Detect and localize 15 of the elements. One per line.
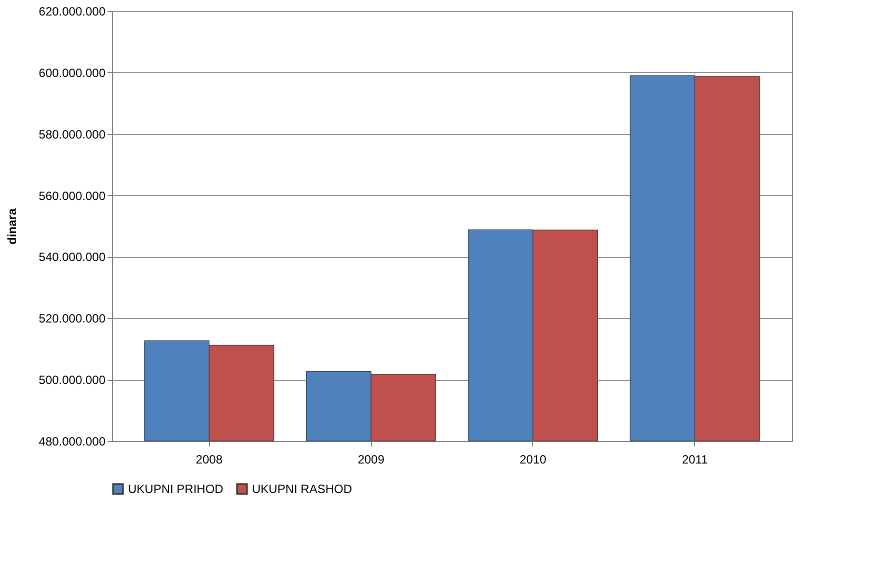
y-tick-label: 520.000.000 [38, 312, 106, 326]
x-tick-label: 2010 [520, 452, 547, 466]
x-tick-label: 2009 [358, 452, 385, 466]
y-axis-title: dinara [4, 208, 19, 245]
y-tick-label: 500.000.000 [38, 373, 106, 388]
y-tick-label: 540.000.000 [38, 250, 106, 264]
y-tick-label: 600.000.000 [38, 66, 106, 80]
y-tick-label: 580.000.000 [38, 127, 106, 142]
y-tick-label: 480.000.000 [38, 434, 106, 448]
legend-label: UKUPNI PRIHOD [128, 482, 224, 496]
y-tick-label: 620.000.000 [38, 4, 106, 18]
y-tick-label: 560.000.000 [38, 188, 106, 203]
x-tick-label: 2011 [682, 452, 708, 466]
legend-label: UKUPNI RASHOD [252, 482, 352, 496]
x-tick-label: 2008 [196, 452, 223, 466]
